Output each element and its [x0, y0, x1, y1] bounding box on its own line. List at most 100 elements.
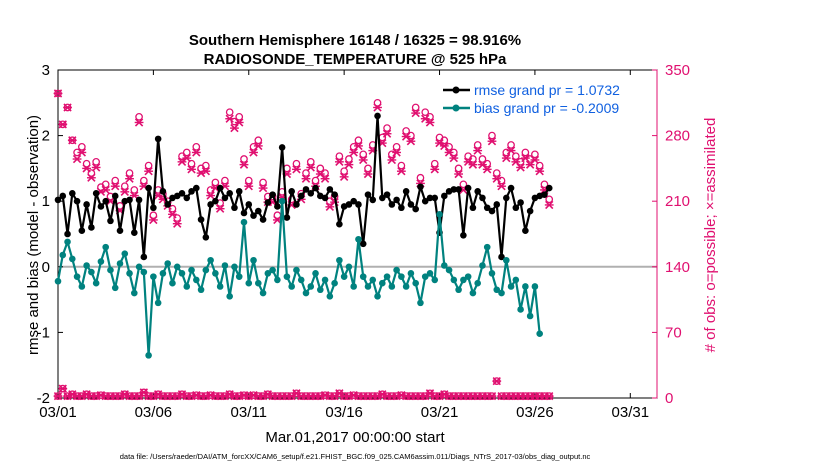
obs-possible-point — [125, 169, 134, 177]
obs-assimilated-point — [349, 148, 359, 157]
rmse-data-point — [522, 227, 529, 235]
bias-data-point — [178, 270, 186, 277]
rmse-data-point — [288, 188, 295, 195]
y-tick-label-right: 280 — [665, 128, 690, 145]
bias-data-point — [169, 279, 176, 287]
obs-assimilated-point — [530, 155, 540, 165]
rmse-data-point — [245, 201, 253, 208]
obs-assimilated-point — [425, 118, 435, 127]
rmse-data-point — [378, 194, 386, 202]
bias-data-point — [507, 283, 515, 290]
bias-data-point — [269, 266, 276, 274]
obs-assimilated-point — [387, 155, 397, 165]
obs-possible-point — [144, 161, 153, 170]
legend-bias-marker — [452, 104, 460, 112]
bias-data-point — [464, 273, 472, 280]
obs-possible-point — [254, 136, 263, 145]
y-tick-label-left: -1 — [37, 324, 50, 341]
rmse-data-point — [69, 190, 76, 197]
rmse-data-point — [274, 203, 281, 210]
obs-assimilated-point — [454, 169, 464, 179]
obs-possible-point — [478, 155, 487, 163]
obs-possible-point — [244, 176, 253, 185]
bias-data-point — [340, 273, 348, 280]
obs-assimilated-point — [344, 160, 354, 169]
rmse-data-point — [498, 253, 505, 261]
obs-assimilated-baseline-point — [492, 376, 502, 386]
bias-data-point — [355, 235, 362, 243]
rmse-data-point — [264, 199, 272, 206]
obs-assimilated-point — [239, 160, 249, 169]
obs-assimilated-point — [482, 165, 492, 174]
bias-data-point — [350, 283, 357, 290]
chart-title: Southern Hemisphere 16148 / 16325 = 98.9… — [189, 32, 521, 49]
rmse-data-point — [393, 196, 400, 204]
obs-assimilated-point — [225, 114, 235, 123]
obs-assimilated-point — [535, 167, 545, 176]
bias-data-point — [512, 276, 520, 284]
obs-possible-point — [211, 178, 220, 187]
bias-data-point — [245, 279, 253, 287]
bias-data-point — [64, 238, 71, 246]
obs-assimilated-point — [53, 89, 63, 98]
bias-data-point — [197, 286, 205, 294]
bias-data-point — [97, 258, 105, 265]
obs-possible-point — [511, 152, 520, 161]
obs-assimilated-point — [191, 148, 201, 157]
bias-data-point — [54, 277, 62, 285]
obs-assimilated-point — [516, 163, 526, 172]
x-tick-label: 03/06 — [135, 404, 173, 421]
obs-assimilated-point — [292, 165, 301, 174]
legend: rmse grand pr = 1.0732 bias grand pr = -… — [443, 82, 620, 116]
obs-possible-point — [473, 141, 482, 149]
x-tick-label: 03/31 — [612, 404, 650, 421]
bias-data-point — [436, 211, 443, 218]
obs-possible-point — [364, 164, 372, 173]
obs-assimilated-point — [72, 154, 82, 164]
obs-assimilated-point — [187, 165, 196, 174]
rmse-data-point — [164, 201, 171, 208]
bias-data-point — [374, 293, 381, 300]
obs-assimilated-point — [392, 148, 402, 157]
obs-assimilated-baseline-point — [487, 391, 497, 401]
bias-data-point — [59, 251, 67, 259]
obs-assimilated-point — [82, 164, 92, 173]
obs-assimilated-point — [77, 148, 87, 157]
rmse-data-point — [464, 184, 472, 192]
rmse-data-point — [312, 184, 319, 192]
x-tick-label: 03/16 — [325, 404, 363, 421]
bias-data-point — [421, 273, 429, 280]
bias-data-point — [474, 279, 481, 287]
obs-assimilated-point — [382, 129, 392, 138]
rmse-data-point — [159, 188, 167, 195]
bias-data-point — [212, 270, 219, 277]
rmse-data-point — [102, 197, 109, 205]
rmse-data-point — [216, 184, 224, 192]
rmse-data-point — [150, 204, 157, 212]
rmse-data-point — [92, 190, 100, 197]
obs-possible-point — [440, 136, 449, 145]
chart-subtitle: RADIOSONDE_TEMPERATURE @ 525 hPa — [204, 51, 507, 68]
rmse-data-point — [297, 192, 305, 200]
rmse-data-point — [388, 201, 396, 208]
obs-assimilated-point — [201, 167, 211, 176]
bias-data-point — [417, 299, 424, 307]
obs-assimilated-point — [182, 153, 192, 163]
rmse-data-point — [450, 186, 458, 193]
bias-data-point — [240, 218, 248, 226]
x-tick-label: 03/21 — [421, 404, 459, 421]
obs-assimilated-point — [120, 187, 130, 196]
rmse-data-point — [469, 204, 477, 212]
obs-possible-point — [402, 127, 410, 135]
bias-data-point — [150, 273, 157, 280]
bias-data-point — [345, 263, 353, 271]
bias-data-point — [479, 262, 486, 269]
bias-data-point — [250, 256, 257, 264]
bias-data-point — [288, 283, 295, 290]
obs-assimilated-point — [125, 174, 134, 183]
rmse-data-point — [369, 196, 377, 204]
rmse-data-point — [269, 191, 276, 198]
obs-possible-point — [345, 155, 353, 163]
